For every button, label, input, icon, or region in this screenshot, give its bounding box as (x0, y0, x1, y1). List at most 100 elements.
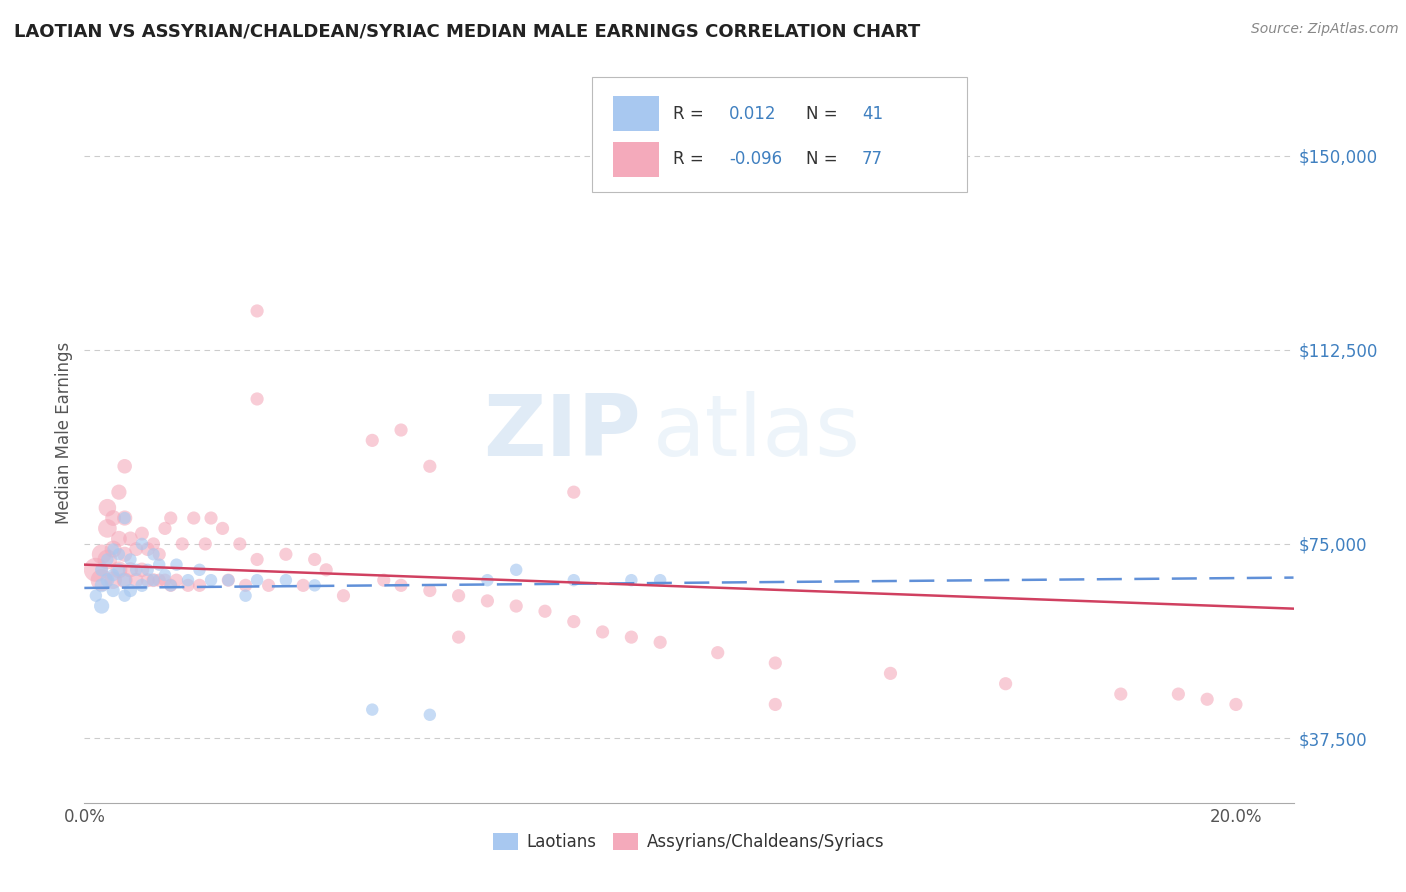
Point (620, 630, 643, 644)
Point (108, 485, 131, 500)
Point (879, 666, 901, 681)
Point (505, 599, 527, 613)
Point (505, 563, 527, 577)
Point (114, 589, 136, 603)
Point (172, 537, 194, 551)
Point (96, 500, 118, 515)
Point (373, 573, 395, 587)
Point (166, 573, 188, 587)
Point (188, 563, 211, 577)
Bar (613, 95, 659, 131)
Legend: Laotians, Assyrians/Chaldeans/Syriacs: Laotians, Assyrians/Chaldeans/Syriacs (486, 826, 891, 857)
Point (200, 573, 222, 587)
Text: 0.012: 0.012 (728, 104, 776, 122)
Point (120, 563, 142, 577)
Point (101, 573, 124, 587)
Point (447, 630, 470, 644)
Point (315, 563, 337, 577)
Point (153, 568, 176, 582)
Point (142, 573, 165, 587)
Point (562, 485, 585, 500)
Point (183, 511, 205, 525)
Point (114, 573, 136, 587)
Point (90, 578, 112, 592)
Point (389, 423, 412, 437)
Point (477, 573, 499, 587)
Point (763, 656, 786, 670)
Point (229, 537, 252, 551)
Point (274, 573, 297, 587)
Point (361, 703, 384, 717)
Point (650, 573, 672, 587)
Point (131, 537, 153, 551)
Point (419, 459, 441, 474)
Point (90, 547, 112, 561)
Point (211, 521, 233, 535)
Point (194, 537, 217, 551)
Point (447, 589, 470, 603)
Point (125, 542, 148, 557)
Point (120, 532, 142, 546)
Point (131, 563, 153, 577)
Point (101, 511, 124, 525)
Point (96, 521, 118, 535)
Text: ZIP: ZIP (482, 391, 641, 475)
Text: R =: R = (673, 104, 709, 122)
Point (246, 392, 269, 406)
Point (131, 526, 153, 541)
Text: R =: R = (673, 151, 709, 169)
Text: Source: ZipAtlas.com: Source: ZipAtlas.com (1251, 22, 1399, 37)
Point (1197, 692, 1219, 706)
Text: 77: 77 (862, 151, 883, 169)
Point (101, 568, 124, 582)
Bar (613, 142, 659, 178)
Point (419, 583, 441, 598)
Point (188, 578, 211, 592)
Text: N =: N = (806, 104, 844, 122)
Text: atlas: atlas (652, 391, 860, 475)
Point (96, 552, 118, 566)
Point (994, 677, 1017, 691)
Point (142, 547, 165, 561)
Point (114, 459, 136, 474)
Point (592, 624, 614, 639)
Text: N =: N = (806, 151, 844, 169)
Point (763, 698, 786, 712)
Point (136, 542, 159, 557)
Point (114, 547, 136, 561)
Point (304, 578, 326, 592)
Point (217, 573, 239, 587)
Point (90, 563, 112, 577)
Point (153, 521, 176, 535)
Point (120, 552, 142, 566)
Point (101, 542, 124, 557)
Point (257, 578, 280, 592)
Point (166, 558, 188, 572)
Point (159, 578, 181, 592)
Point (217, 573, 239, 587)
Point (246, 304, 269, 318)
Point (292, 578, 315, 592)
Point (304, 552, 326, 566)
Point (177, 573, 200, 587)
Point (153, 573, 176, 587)
Point (177, 578, 200, 592)
Point (706, 646, 728, 660)
Point (562, 615, 585, 629)
Point (101, 583, 124, 598)
Point (235, 578, 257, 592)
Point (136, 573, 159, 587)
Point (90, 599, 112, 613)
Point (96, 552, 118, 566)
Point (332, 589, 354, 603)
Point (114, 511, 136, 525)
Point (650, 635, 672, 649)
Point (246, 573, 269, 587)
Point (114, 573, 136, 587)
Point (108, 563, 131, 577)
Point (1167, 687, 1189, 701)
Point (125, 573, 148, 587)
Y-axis label: Median Male Earnings: Median Male Earnings (55, 342, 73, 524)
Text: 41: 41 (862, 104, 883, 122)
Point (148, 558, 170, 572)
